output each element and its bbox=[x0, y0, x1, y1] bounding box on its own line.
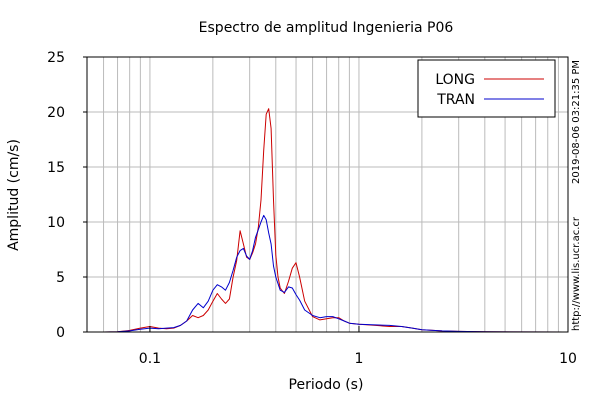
y-tick-label: 25 bbox=[47, 50, 65, 66]
x-tick-label: 1 bbox=[355, 351, 364, 367]
y-tick-label: 20 bbox=[47, 105, 65, 121]
plot-frame bbox=[86, 56, 569, 333]
chart-title: Espectro de amplitud Ingenieria P06 bbox=[199, 20, 454, 36]
y-tick-label: 0 bbox=[56, 325, 65, 341]
x-tick-label: 10 bbox=[559, 351, 577, 367]
legend-label-tran: TRAN bbox=[436, 92, 475, 108]
url-text: http://www.lis.ucr.ac.cr bbox=[571, 217, 582, 331]
y-tick-label: 5 bbox=[56, 270, 65, 286]
series-line-tran bbox=[87, 214, 569, 333]
series-line-long bbox=[87, 108, 569, 333]
y-tick-label: 15 bbox=[47, 160, 65, 176]
x-axis-label: Periodo (s) bbox=[289, 377, 364, 393]
legend-label-long: LONG bbox=[435, 72, 475, 88]
timestamp-text: 2019-08-06 03:21:35 PM bbox=[571, 59, 582, 184]
legend-box bbox=[417, 59, 556, 118]
x-tick-label: 0.1 bbox=[139, 351, 161, 367]
legend: LONG TRAN bbox=[417, 59, 556, 118]
y-tick-labels: 0 5 10 15 20 25 bbox=[47, 50, 87, 341]
x-tick-labels: 0.1 1 10 bbox=[139, 326, 577, 367]
y-axis-label: Amplitud (cm/s) bbox=[6, 139, 22, 251]
y-tick-label: 10 bbox=[47, 215, 65, 231]
series-layer bbox=[87, 108, 569, 333]
